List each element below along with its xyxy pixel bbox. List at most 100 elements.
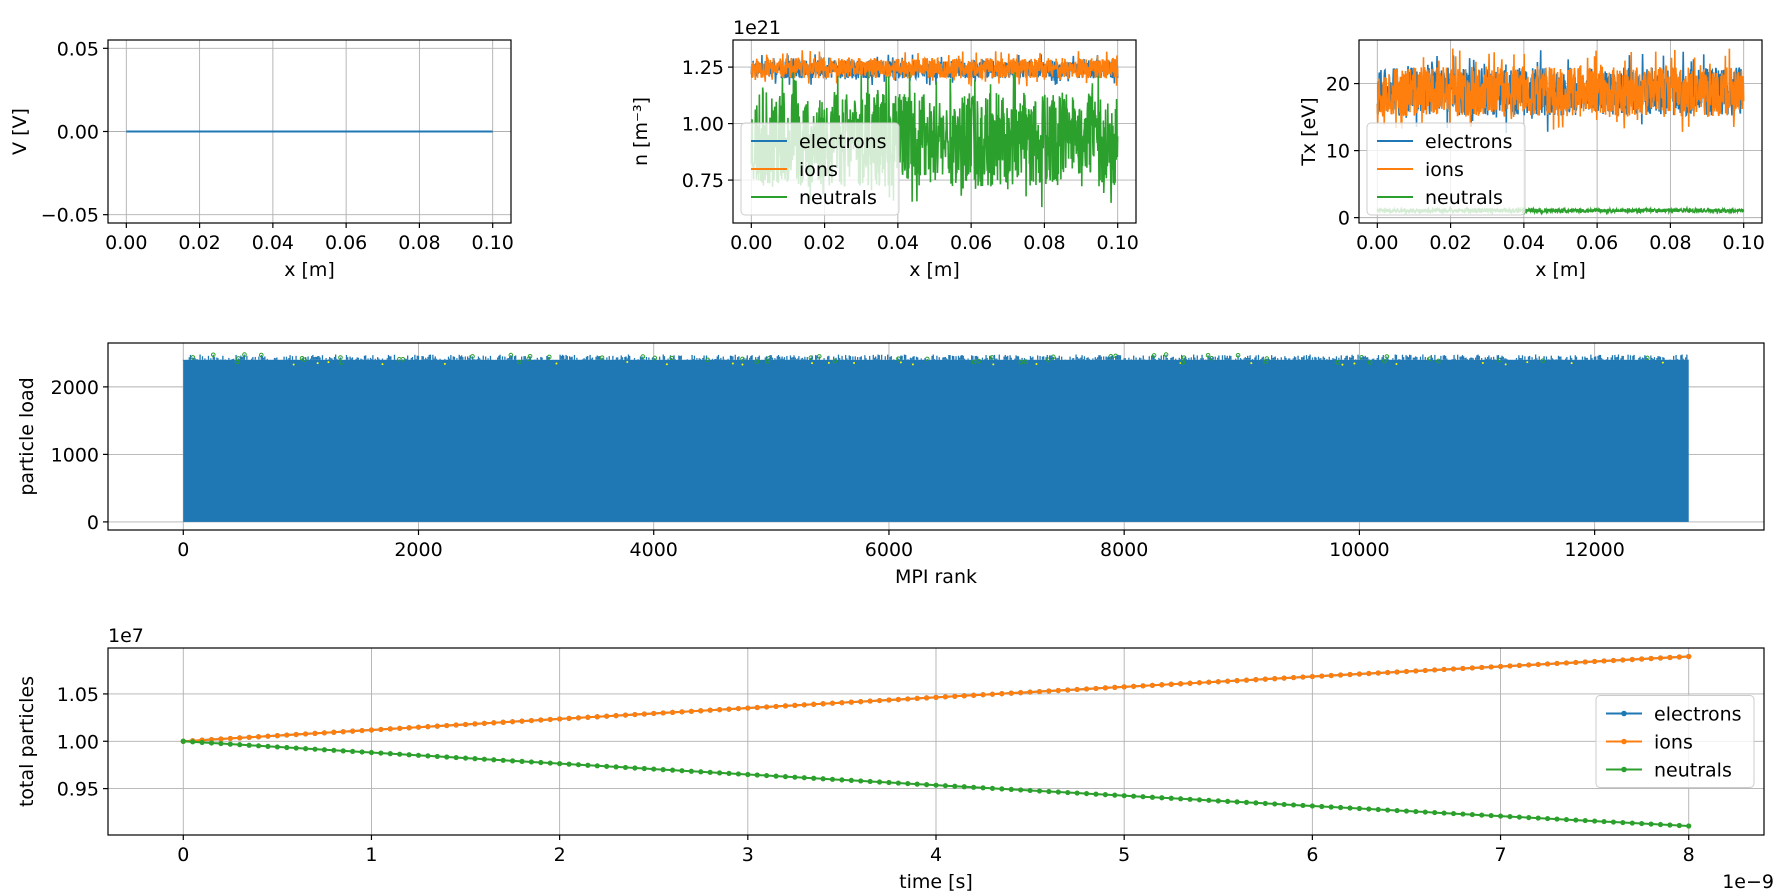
- y-tick-label: 0.05: [57, 38, 99, 60]
- data-point: [1159, 682, 1165, 688]
- data-point: [1620, 657, 1626, 663]
- data-point: [453, 754, 459, 761]
- data-point: [1479, 664, 1485, 671]
- chart-temperature: 0.00 0.02 0.04 0.06 0.08 0.10 0 10 20 x [m] Tx [eV…: [1298, 39, 1765, 281]
- data-point: [716, 770, 723, 776]
- data-point: [359, 727, 365, 734]
- data-point: [255, 743, 262, 749]
- data-point: [604, 763, 610, 769]
- data-point: [848, 699, 854, 705]
- y-tick: 1.05: [57, 684, 108, 706]
- x-tick: 8: [1683, 835, 1695, 866]
- data-point: [858, 699, 864, 705]
- y-offset-text: 1e7: [108, 625, 144, 647]
- data-point: [1281, 801, 1287, 808]
- data-point: [1018, 787, 1024, 793]
- data-point: [444, 722, 450, 729]
- data-point: [1469, 665, 1475, 671]
- data-point: [585, 762, 591, 768]
- data-point: [274, 733, 280, 739]
- data-point: [792, 774, 798, 780]
- x-tick-label: 0.04: [252, 232, 294, 254]
- data-point: [707, 707, 713, 713]
- data-point: [1686, 653, 1692, 660]
- data-point: [773, 773, 779, 779]
- x-tick: 12000: [1564, 530, 1625, 561]
- data-point: [1610, 657, 1617, 664]
- data-point: [1639, 820, 1645, 827]
- data-point: [500, 757, 506, 763]
- bar-outlier: [508, 352, 514, 358]
- data-point: [989, 785, 996, 791]
- data-point: [811, 701, 817, 707]
- bar-outlier: [1644, 355, 1650, 361]
- x-axis-label: x [m]: [909, 259, 960, 281]
- data-point: [519, 718, 525, 724]
- data-point: [1036, 788, 1043, 794]
- data-point: [1300, 802, 1306, 809]
- data-point: [1055, 687, 1061, 694]
- data-point: [406, 752, 412, 758]
- chart-density: 0.00 0.02 0.04 0.06 0.08 0.10 0.75 1.00 1.25 x [m…: [630, 17, 1139, 281]
- data-point: [1281, 675, 1287, 681]
- data-point: [923, 695, 930, 701]
- data-point: [1319, 803, 1325, 810]
- series-line-ions: [1376, 48, 1745, 132]
- data-point: [867, 698, 873, 704]
- bar-outlier: [1205, 352, 1211, 358]
- data-point: [1140, 794, 1146, 800]
- data-point: [491, 720, 497, 726]
- data-point: [1526, 814, 1532, 821]
- data-point: [942, 783, 949, 789]
- data-point: [698, 769, 704, 775]
- y-tick: 0: [87, 512, 108, 534]
- x-tick-label: 0.00: [730, 232, 772, 254]
- bar-outlier: [527, 353, 533, 359]
- data-point: [575, 762, 582, 768]
- chart-total_particles: 0 1 2 3 4 5 6 7 8 0.95 1.00 1.05 time [s] total parti…: [16, 625, 1774, 892]
- data-point: [378, 750, 384, 756]
- legend-label-ions: ions: [1654, 732, 1693, 754]
- x-tick: 0.08: [398, 223, 441, 254]
- data-point: [1093, 791, 1099, 797]
- data-point: [331, 747, 337, 753]
- data-point: [594, 763, 600, 769]
- data-point: [1620, 819, 1626, 826]
- data-point: [397, 751, 403, 757]
- data-point: [1234, 799, 1240, 805]
- x-tick: 1: [365, 835, 378, 866]
- data-point: [726, 770, 732, 777]
- data-point: [585, 714, 591, 720]
- data-point: [237, 742, 243, 748]
- data-point: [735, 771, 742, 777]
- data-point: [1112, 684, 1118, 690]
- data-point: [1488, 664, 1494, 670]
- data-point: [368, 749, 375, 756]
- bar-highlight: [853, 362, 856, 365]
- x-tick-label: 0.00: [1356, 232, 1398, 254]
- x-tick: 5: [1118, 835, 1130, 866]
- y-tick-label: 0.95: [57, 779, 99, 801]
- bar-highlight: [443, 362, 446, 365]
- data-point: [858, 778, 864, 784]
- bar-highlight: [899, 361, 902, 364]
- data-point: [1036, 688, 1043, 695]
- data-point: [1121, 684, 1127, 690]
- data-point: [735, 705, 742, 712]
- data-point: [1460, 665, 1466, 672]
- data-point: [208, 740, 215, 746]
- data-point: [1168, 795, 1174, 801]
- x-tick-label: 0.00: [105, 232, 147, 254]
- y-axis-label: n [m⁻³]: [630, 97, 652, 166]
- x-tick-label: 4000: [630, 539, 678, 561]
- data-point: [1083, 686, 1090, 692]
- data-point: [575, 715, 582, 721]
- y-tick-label: 1.00: [57, 731, 99, 753]
- y-tick-label: 1.25: [682, 57, 724, 79]
- data-point: [773, 703, 779, 710]
- data-point: [237, 735, 243, 741]
- data-point: [528, 717, 535, 724]
- y-tick-label: 1.05: [57, 684, 99, 706]
- data-point: [801, 702, 807, 708]
- bar-outlier: [338, 355, 343, 360]
